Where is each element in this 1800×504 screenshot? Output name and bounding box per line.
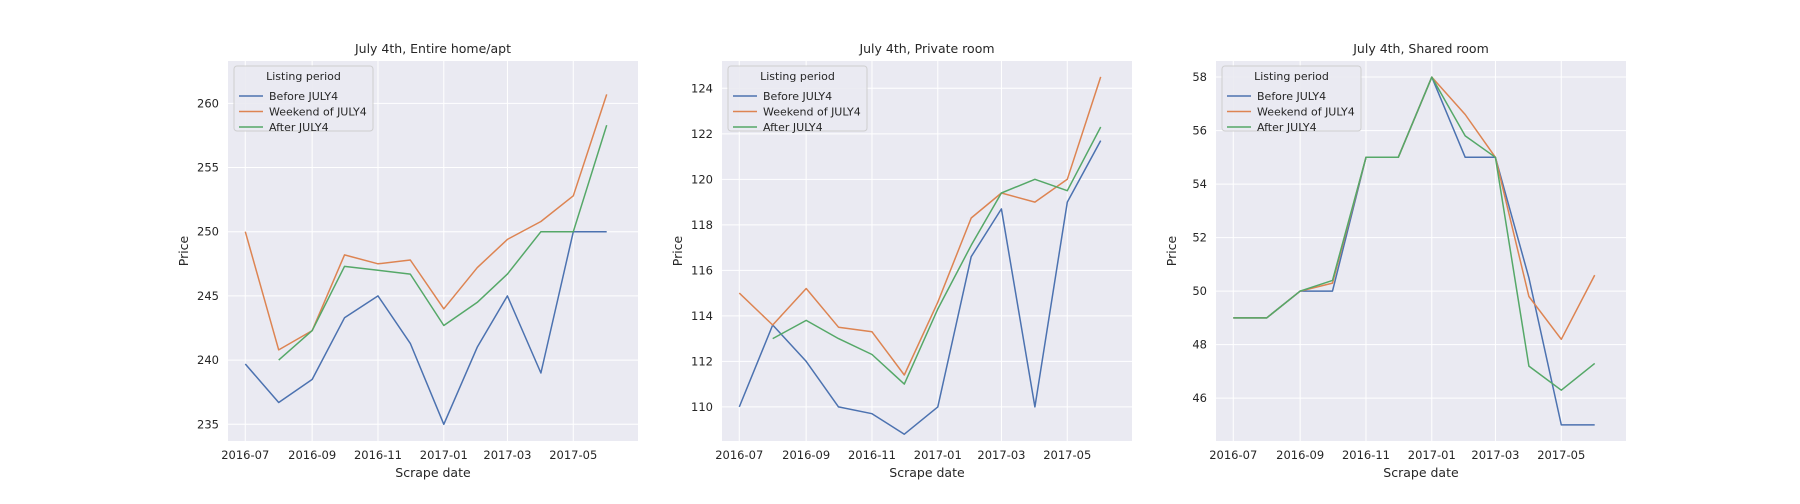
legend-title: Listing period (760, 70, 835, 83)
x-tick-label: 2017-05 (1043, 448, 1091, 462)
legend-entry: After JULY4 (763, 121, 823, 134)
legend (233, 65, 374, 132)
y-tick-label: 235 (197, 417, 219, 431)
x-tick-label: 2017-01 (914, 448, 962, 462)
x-tick-label: 2016-09 (288, 448, 336, 462)
series-line-1 (244, 230, 607, 426)
legend-entry: Weekend of JULY4 (763, 106, 861, 119)
series-line-2 (738, 76, 1102, 376)
legend-entry: After JULY4 (1257, 121, 1317, 134)
x-axis-label: Scrape date (1383, 465, 1459, 480)
x-tick-label: 2016-09 (1276, 448, 1324, 462)
y-tick-label: 58 (1192, 70, 1207, 84)
x-tick-label: 2016-11 (848, 448, 896, 462)
chart-panel-1: 2016-07 2016-09 2016-11 2017-01 2017-03 2017-… (176, 41, 638, 480)
series-line-2 (244, 94, 608, 351)
chart-title: July 4th, Private room (858, 41, 994, 56)
y-tick-label: 112 (691, 354, 713, 368)
legend-entry: Weekend of JULY4 (1257, 106, 1355, 119)
x-tick-label: 2017-03 (483, 448, 531, 462)
y-tick-label: 114 (691, 309, 713, 323)
x-tick-label: 2016-07 (221, 448, 269, 462)
y-axis-label: Price (176, 235, 191, 266)
y-tick-label: 116 (691, 263, 713, 277)
y-axis-label: Price (1164, 235, 1179, 266)
x-tick-label: 2016-09 (782, 448, 830, 462)
y-tick-label: 54 (1192, 177, 1207, 191)
legend-entry: Before JULY4 (1257, 90, 1326, 103)
series-line-3 (772, 126, 1102, 385)
x-tick-label: 2017-05 (1537, 448, 1585, 462)
y-tick-label: 250 (197, 225, 219, 239)
series-line-3 (1233, 76, 1596, 391)
y-tick-label: 118 (691, 218, 713, 232)
y-tick-label: 46 (1192, 391, 1207, 405)
chart-title: July 4th, Shared room (1352, 41, 1489, 56)
y-tick-label: 48 (1192, 338, 1207, 352)
y-tick-label: 245 (197, 289, 219, 303)
series-line-3 (278, 124, 608, 361)
y-tick-label: 120 (691, 172, 713, 186)
x-tick-label: 2017-01 (1408, 448, 1456, 462)
legend-entry: Before JULY4 (269, 90, 338, 103)
y-tick-label: 56 (1192, 124, 1207, 138)
y-tick-label: 52 (1192, 231, 1207, 245)
legend (1221, 65, 1362, 132)
x-tick-label: 2017-01 (420, 448, 468, 462)
x-tick-label: 2016-07 (715, 448, 763, 462)
x-tick-label: 2016-11 (1342, 448, 1390, 462)
legend-title: Listing period (266, 70, 341, 83)
y-tick-label: 255 (197, 161, 219, 175)
chart-title: July 4th, Entire home/apt (354, 41, 511, 56)
y-axis-label: Price (670, 235, 685, 266)
x-axis-label: Scrape date (395, 465, 471, 480)
legend-entry: Weekend of JULY4 (269, 106, 367, 119)
x-tick-label: 2016-07 (1209, 448, 1257, 462)
legend-entry: Before JULY4 (763, 90, 832, 103)
y-tick-label: 124 (691, 81, 713, 95)
x-tick-label: 2017-05 (549, 448, 597, 462)
y-tick-label: 50 (1192, 284, 1207, 298)
legend (727, 65, 868, 132)
legend-title: Listing period (1254, 70, 1329, 83)
chart-panel-2: 2016-07 2016-09 2016-11 2017-01 2017-03 2017-… (670, 41, 1132, 480)
series-line-1 (738, 140, 1102, 435)
legend-entry: After JULY4 (269, 121, 329, 134)
x-tick-label: 2016-11 (354, 448, 402, 462)
y-tick-label: 122 (691, 127, 713, 141)
x-tick-label: 2017-03 (977, 448, 1025, 462)
y-tick-label: 110 (691, 400, 713, 414)
y-tick-label: 240 (197, 353, 219, 367)
chart-panel-3: 2016-07 2016-09 2016-11 2017-01 2017-03 2017-… (1164, 41, 1626, 480)
y-tick-label: 260 (197, 96, 219, 110)
x-tick-label: 2017-03 (1471, 448, 1519, 462)
x-axis-label: Scrape date (889, 465, 965, 480)
